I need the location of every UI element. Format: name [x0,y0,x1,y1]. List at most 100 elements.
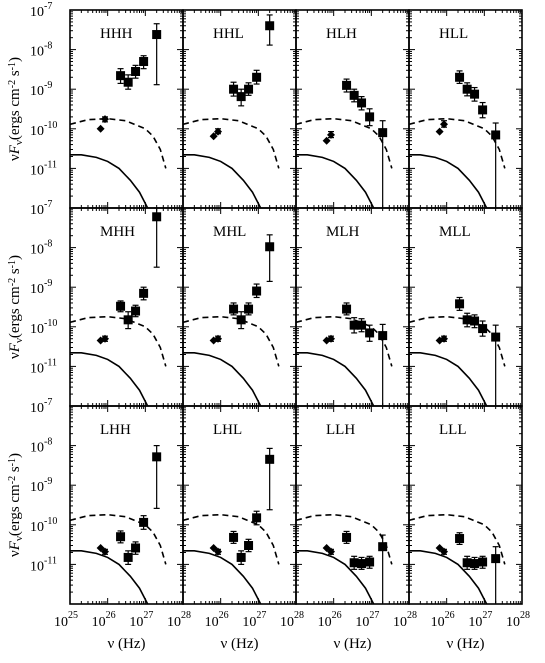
y-tick-label: 10 [30,45,44,60]
square-marker [342,532,352,542]
y-title-exponent: -1 [7,260,18,268]
y-axis-title: νFν(ergs cm-2 s-1) [7,255,25,359]
square-marker [470,559,480,569]
panel-mhl: MHL [182,207,297,407]
square-marker [152,452,162,462]
square-marker [491,554,501,564]
y-tick-label-exponent: -7 [44,1,52,12]
x-axis-titles: ν (Hz) ν (Hz) ν (Hz) ν (Hz) [107,636,484,652]
y-tick-label-exponent: -9 [44,476,52,487]
dashed-model-curve [296,315,393,367]
x-tick-label-exponent: 27 [256,610,266,621]
y-axis-title: νFν(ergs cm-2 s-1) [7,453,25,557]
y-tick-label-exponent: -10 [44,318,57,329]
square-marker [470,89,480,99]
square-marker [236,315,246,325]
solid-model-curve [183,154,262,208]
square-marker [265,21,275,31]
diamond-marker [440,547,449,556]
y-tick-label: 10 [30,84,44,99]
square-marker [244,304,254,314]
y-tick-label-exponent: -8 [44,437,52,448]
x-tick-label-exponent: 27 [482,610,492,621]
x-tick-label: 10 [54,615,68,630]
x-tick-label: 10 [506,615,520,630]
square-marker [139,517,149,527]
y-title-subscript: ν [13,338,25,343]
y-tick-label: 10 [30,163,44,178]
panel-label: HLH [326,26,357,42]
panel-label: MLH [326,224,360,240]
diamond-marker [327,547,336,556]
diamond-marker [101,547,110,556]
solid-model-curve [296,352,375,406]
y-title-exponent: -1 [7,62,18,70]
x-tick-label: 10 [393,615,407,630]
square-marker [123,77,133,87]
x-tick-label: 10 [129,615,143,630]
x-tick-label: 10 [167,615,181,630]
square-marker [265,454,275,464]
panel-label: LLL [439,422,467,438]
x-tick-label-exponent: 27 [143,610,153,621]
square-marker [378,542,388,552]
dashed-model-curve [183,315,280,367]
diamond-marker [209,132,218,141]
x-tick-label-exponent: 28 [407,610,417,621]
x-tick-label-exponent: 26 [219,610,229,621]
panel-label: MHL [213,224,246,240]
y-title-part: ν [7,550,23,557]
solid-model-curve [409,154,488,208]
diamond-marker [101,115,110,124]
square-marker [244,541,254,551]
y-tick-label: 10 [30,559,44,574]
square-marker [357,559,367,569]
panel-frame [408,405,523,605]
y-tick-label: 10 [30,441,44,456]
square-marker [131,306,141,316]
dashed-model-curve [409,117,506,169]
x-tick-label-exponent: 26 [445,610,455,621]
square-marker [152,212,162,222]
panel-llh: LLH [295,405,410,605]
x-axis-title: ν (Hz) [446,636,484,652]
dashed-model-curve [70,315,167,367]
square-marker [378,128,388,138]
x-tick-label-exponent: 25 [68,610,78,621]
y-tick-label-exponent: -9 [44,80,52,91]
panel-label: LHH [100,422,131,438]
panel-label: HLL [439,26,468,42]
y-tick-label-exponent: -8 [44,41,52,52]
square-marker [342,80,352,90]
diamond-marker [440,120,449,129]
dashed-model-curve [183,117,280,169]
diamond-marker [322,543,331,552]
solid-model-curve [70,154,149,208]
y-title-exponent: -2 [7,80,18,88]
square-marker [365,328,375,338]
diamond-marker [96,543,105,552]
diamond-marker [214,334,223,343]
x-axis-title: ν (Hz) [220,636,258,652]
y-title-part: ν [7,352,23,359]
square-marker [139,57,149,67]
y-title-part: F [7,342,23,353]
y-tick-label-exponent: -11 [44,159,57,170]
y-tick-label: 10 [30,480,44,495]
square-marker [252,513,262,523]
y-tick-label-exponent: -10 [44,516,57,527]
x-tick-label-exponent: 27 [369,610,379,621]
x-tick-label-exponent: 28 [181,610,191,621]
panel-label: MHH [100,224,135,240]
x-tick-label: 10 [242,615,256,630]
square-marker [139,288,149,298]
x-tick-label: 10 [205,615,219,630]
x-tick-label-exponent: 28 [294,610,304,621]
y-axis-title: νFν(ergs cm-2 s-1) [7,57,25,161]
y-title-part: s [7,466,23,476]
y-title-part: ) [7,255,23,260]
square-marker [152,30,162,40]
diamond-marker [214,547,223,556]
y-tick-label: 10 [30,203,44,218]
